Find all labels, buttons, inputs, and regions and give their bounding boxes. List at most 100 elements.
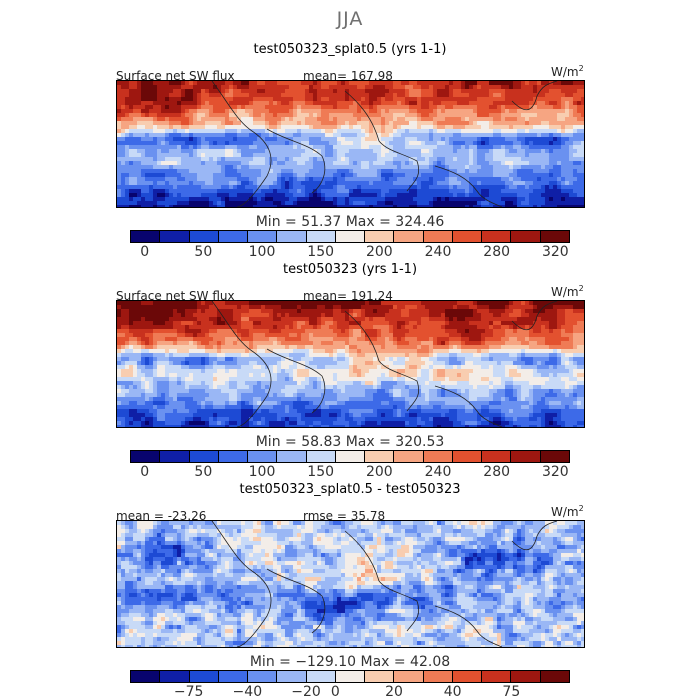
- colorbar-segment: [365, 231, 395, 242]
- colorbar-segment: [248, 671, 278, 682]
- colorbar-segment: [482, 231, 512, 242]
- panel-3-colorbar: [130, 670, 570, 683]
- coastline: [211, 521, 272, 647]
- colorbar-tick-label: 150: [307, 244, 335, 260]
- colorbar-tick-label: 320: [541, 464, 569, 480]
- panel-2-units: W/m2: [551, 284, 584, 299]
- coastline: [266, 128, 326, 194]
- coastline: [434, 165, 503, 207]
- colorbar-segment: [365, 671, 395, 682]
- panel-2-units-power: 2: [578, 284, 584, 293]
- colorbar-tick-label: 280: [483, 464, 511, 480]
- panel-3-units-base: W/m: [551, 505, 579, 519]
- panel-2-colorbar: [130, 450, 570, 463]
- colorbar-tick-label: 20: [385, 684, 403, 700]
- colorbar-segment: [218, 451, 249, 462]
- panel-2-units-base: W/m: [551, 285, 579, 299]
- colorbar-segment: [511, 451, 541, 462]
- panel-1-colorbar: [130, 230, 570, 243]
- colorbar-segment: [335, 451, 366, 462]
- colorbar-segment: [394, 671, 424, 682]
- colorbar-segment: [540, 671, 569, 682]
- panel-3-minmax: Min = −129.10 Max = 42.08: [249, 654, 451, 670]
- panel-2-variable-label: Surface net SW flux: [116, 289, 235, 303]
- colorbar-tick-label: −40: [232, 684, 263, 700]
- colorbar-segment: [277, 231, 307, 242]
- coastline: [434, 605, 503, 647]
- colorbar-segment: [540, 451, 569, 462]
- colorbar-tick-label: 200: [365, 464, 393, 480]
- colorbar-segment: [160, 231, 190, 242]
- coastline: [434, 385, 503, 427]
- colorbar-segment: [160, 451, 190, 462]
- coastline: [211, 301, 272, 427]
- panel-3-units-power: 2: [578, 504, 584, 513]
- colorbar-tick-label: 0: [140, 464, 150, 480]
- colorbar-segment: [365, 451, 395, 462]
- colorbar-segment: [306, 671, 336, 682]
- colorbar-tick-label: 50: [194, 244, 213, 260]
- coastline: [266, 568, 326, 634]
- panel-1-title: test050323_splat0.5 (yrs 1-1): [253, 42, 447, 57]
- colorbar-segment: [335, 231, 366, 242]
- colorbar-tick-label: 0: [330, 684, 340, 700]
- colorbar-tick-label: 200: [365, 244, 393, 260]
- colorbar-segment: [306, 231, 336, 242]
- panel-3-mean: mean = -23.26: [116, 509, 207, 523]
- panel-1-mean: mean= 167.98: [303, 69, 393, 83]
- panel-1-variable-label: Surface net SW flux: [116, 69, 235, 83]
- colorbar-segment: [189, 451, 219, 462]
- colorbar-segment: [218, 231, 249, 242]
- colorbar-segment: [452, 671, 483, 682]
- colorbar-tick-label: −75: [173, 684, 204, 700]
- coastline: [211, 81, 272, 207]
- coastline: [511, 301, 558, 331]
- colorbar-segment: [511, 671, 541, 682]
- panel-2-minmax: Min = 58.83 Max = 320.53: [255, 434, 445, 450]
- colorbar-segment: [277, 671, 307, 682]
- colorbar-tick-label: 320: [541, 244, 569, 260]
- panel-2-title: test050323 (yrs 1-1): [282, 262, 418, 277]
- colorbar-tick-label: 150: [307, 464, 335, 480]
- colorbar-segment: [306, 451, 336, 462]
- colorbar-segment: [423, 451, 453, 462]
- coastline: [344, 90, 420, 192]
- colorbar-tick-label: 100: [248, 244, 276, 260]
- colorbar-segment: [218, 671, 249, 682]
- coastline: [344, 530, 420, 632]
- colorbar-segment: [540, 231, 569, 242]
- colorbar-segment: [423, 231, 453, 242]
- colorbar-tick-label: 50: [194, 464, 213, 480]
- colorbar-tick-label: 75: [502, 684, 521, 700]
- panel-1-units: W/m2: [551, 64, 584, 79]
- panel-1-units-base: W/m: [551, 65, 579, 79]
- panel-3-map: [116, 520, 585, 648]
- colorbar-tick-label: 100: [248, 464, 276, 480]
- colorbar-segment: [248, 231, 278, 242]
- colorbar-segment: [452, 231, 483, 242]
- panel-2-map: [116, 300, 585, 428]
- coastline: [511, 81, 558, 111]
- colorbar-tick-label: 0: [140, 244, 150, 260]
- colorbar-tick-label: 280: [483, 244, 511, 260]
- colorbar-segment: [277, 451, 307, 462]
- panel-3-rmse: rmse = 35.78: [303, 509, 386, 523]
- panel-1-map: [116, 80, 585, 208]
- colorbar-segment: [482, 671, 512, 682]
- panel-1-units-power: 2: [578, 64, 584, 73]
- colorbar-segment: [482, 451, 512, 462]
- colorbar-tick-label: 40: [443, 684, 462, 700]
- colorbar-segment: [452, 451, 483, 462]
- colorbar-tick-label: 240: [424, 464, 452, 480]
- colorbar-segment: [511, 231, 541, 242]
- panel-3-units: W/m2: [551, 504, 584, 519]
- colorbar-segment: [131, 451, 161, 462]
- colorbar-segment: [394, 451, 424, 462]
- colorbar-segment: [189, 231, 219, 242]
- colorbar-segment: [160, 671, 190, 682]
- colorbar-segment: [131, 231, 161, 242]
- colorbar-segment: [335, 671, 366, 682]
- colorbar-segment: [248, 451, 278, 462]
- main-title: JJA: [336, 8, 364, 30]
- coastline: [344, 310, 420, 412]
